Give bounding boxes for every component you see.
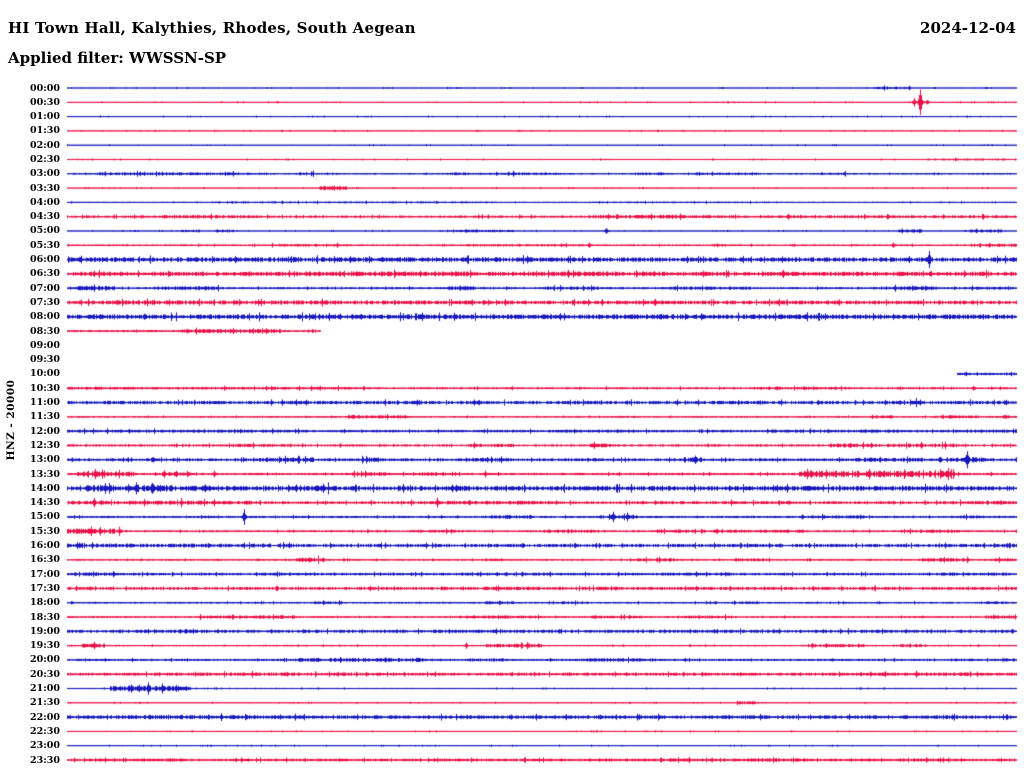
- helicorder-page: HI Town Hall, Kalythies, Rhodes, South A…: [0, 0, 1024, 780]
- seismogram-traces: [0, 0, 1024, 780]
